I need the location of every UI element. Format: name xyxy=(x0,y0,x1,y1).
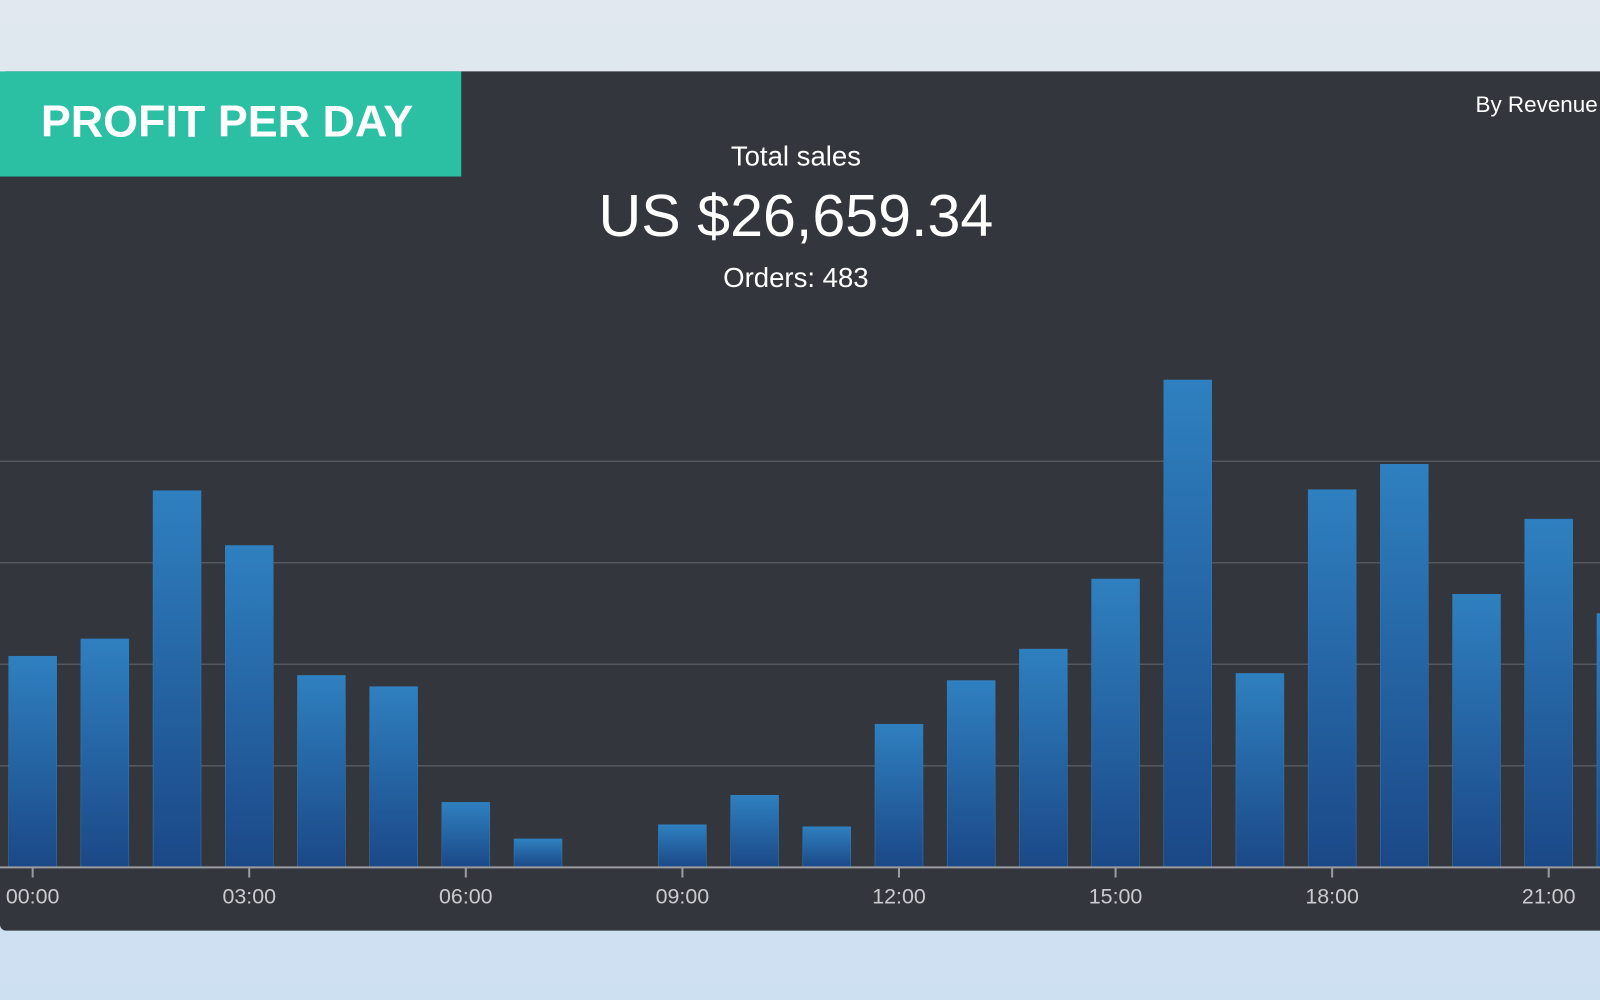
x-tick-label: 06:00 xyxy=(439,885,493,909)
bar xyxy=(1380,464,1429,868)
bar xyxy=(1452,593,1501,868)
x-tick-label: 03:00 xyxy=(222,885,276,909)
summary-orders: Orders: 483 xyxy=(723,262,868,293)
bar xyxy=(513,838,563,868)
bar xyxy=(658,824,707,868)
x-tick-label: 15:00 xyxy=(1089,885,1143,909)
x-tick-label: 21:00 xyxy=(1522,885,1576,909)
summary-total: US $26,659.34 xyxy=(599,182,994,249)
bar xyxy=(1163,379,1212,868)
bar xyxy=(730,795,779,868)
chart: 00:00 03:00 06:00 09:00 12:00 15:00 18:00 21:00 xyxy=(0,379,1600,909)
x-tick-label: 18:00 xyxy=(1305,885,1359,909)
bar xyxy=(1307,489,1357,868)
bar xyxy=(225,545,274,868)
x-tick-label: 09:00 xyxy=(656,885,710,909)
x-tick-label: 12:00 xyxy=(872,885,926,909)
bar xyxy=(802,826,852,868)
bar xyxy=(80,638,130,868)
bar xyxy=(1091,578,1140,868)
revenue-toggle[interactable]: By Revenue xyxy=(1476,92,1598,117)
bar xyxy=(874,723,924,868)
summary-label: Total sales xyxy=(731,140,861,171)
card-title: PROFIT PER DAY xyxy=(41,95,413,146)
x-tick-label: 00:00 xyxy=(6,885,60,909)
header-tab xyxy=(0,71,462,177)
bar xyxy=(297,675,346,868)
bar xyxy=(1524,518,1573,868)
bar xyxy=(441,802,491,868)
bar xyxy=(8,655,57,868)
bar xyxy=(946,680,996,868)
bar xyxy=(152,490,202,868)
bar xyxy=(369,686,418,868)
bar xyxy=(1235,673,1285,868)
bar xyxy=(1596,613,1600,868)
bar xyxy=(1019,648,1068,868)
